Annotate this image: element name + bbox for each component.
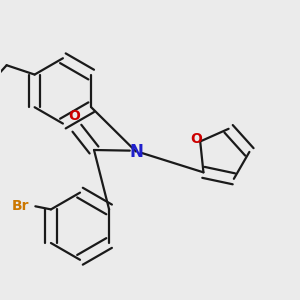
Text: O: O: [68, 109, 80, 123]
Text: O: O: [190, 132, 202, 146]
Text: N: N: [129, 142, 143, 160]
Text: Br: Br: [12, 199, 29, 213]
